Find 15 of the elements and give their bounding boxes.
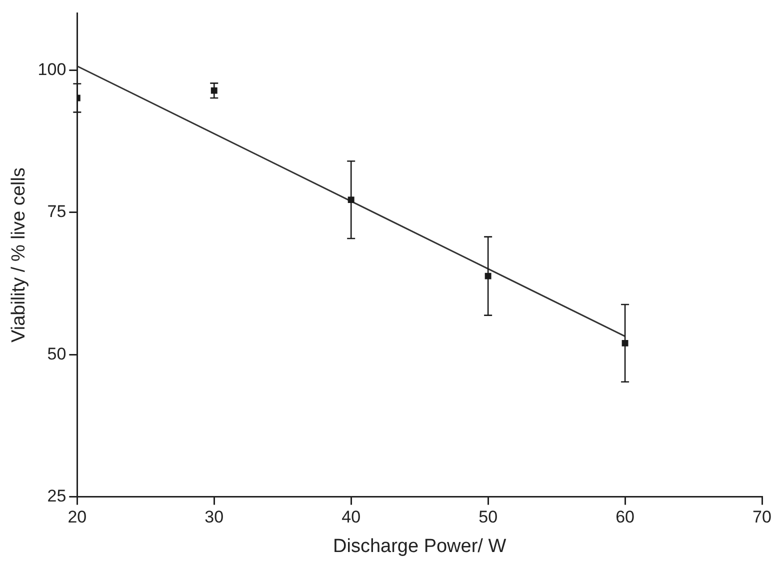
x-axis-title: Discharge Power/ W — [332, 536, 506, 557]
point — [622, 340, 628, 346]
y-tick-label: 50 — [47, 344, 66, 364]
point — [484, 272, 492, 280]
y-tick-label: 100 — [38, 60, 66, 79]
x-tick-label: 70 — [752, 508, 772, 527]
x-tick-label: 30 — [204, 508, 224, 527]
x-tick-label: 40 — [342, 508, 361, 527]
y-tick-label: 25 — [47, 486, 66, 506]
x-tick-label: 20 — [68, 508, 87, 527]
x-tick-label: 50 — [478, 508, 498, 527]
y-tick-label: 75 — [47, 202, 66, 222]
point — [348, 196, 354, 204]
x-tick-label: 60 — [616, 508, 634, 527]
y-axis-title: Viability / % live cells — [8, 168, 30, 342]
